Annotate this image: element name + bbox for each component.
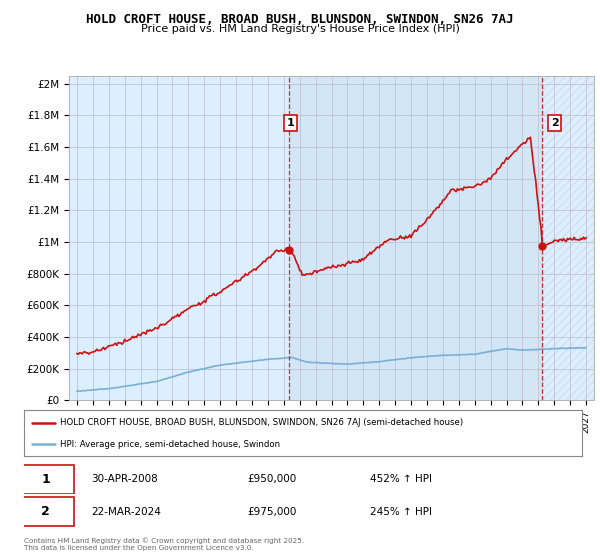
Text: 2: 2: [41, 505, 50, 519]
Text: HPI: Average price, semi-detached house, Swindon: HPI: Average price, semi-detached house,…: [60, 440, 280, 449]
FancyBboxPatch shape: [17, 497, 74, 526]
Text: HOLD CROFT HOUSE, BROAD BUSH, BLUNSDON, SWINDON, SN26 7AJ (semi-detached house): HOLD CROFT HOUSE, BROAD BUSH, BLUNSDON, …: [60, 418, 463, 427]
Text: Price paid vs. HM Land Registry's House Price Index (HPI): Price paid vs. HM Land Registry's House …: [140, 24, 460, 34]
Text: HOLD CROFT HOUSE, BROAD BUSH, BLUNSDON, SWINDON, SN26 7AJ: HOLD CROFT HOUSE, BROAD BUSH, BLUNSDON, …: [86, 13, 514, 26]
Text: 452% ↑ HPI: 452% ↑ HPI: [370, 474, 432, 484]
Text: 2: 2: [551, 118, 559, 128]
Text: 22-MAR-2024: 22-MAR-2024: [91, 507, 161, 517]
Text: £950,000: £950,000: [247, 474, 296, 484]
FancyBboxPatch shape: [17, 465, 74, 494]
Text: 30-APR-2008: 30-APR-2008: [91, 474, 158, 484]
Text: £975,000: £975,000: [247, 507, 296, 517]
Text: 1: 1: [41, 473, 50, 486]
Bar: [542, 76, 594, 400]
Text: Contains HM Land Registry data © Crown copyright and database right 2025.
This d: Contains HM Land Registry data © Crown c…: [24, 538, 304, 551]
Text: 245% ↑ HPI: 245% ↑ HPI: [370, 507, 432, 517]
Bar: [289, 76, 542, 400]
Text: 1: 1: [287, 118, 295, 128]
